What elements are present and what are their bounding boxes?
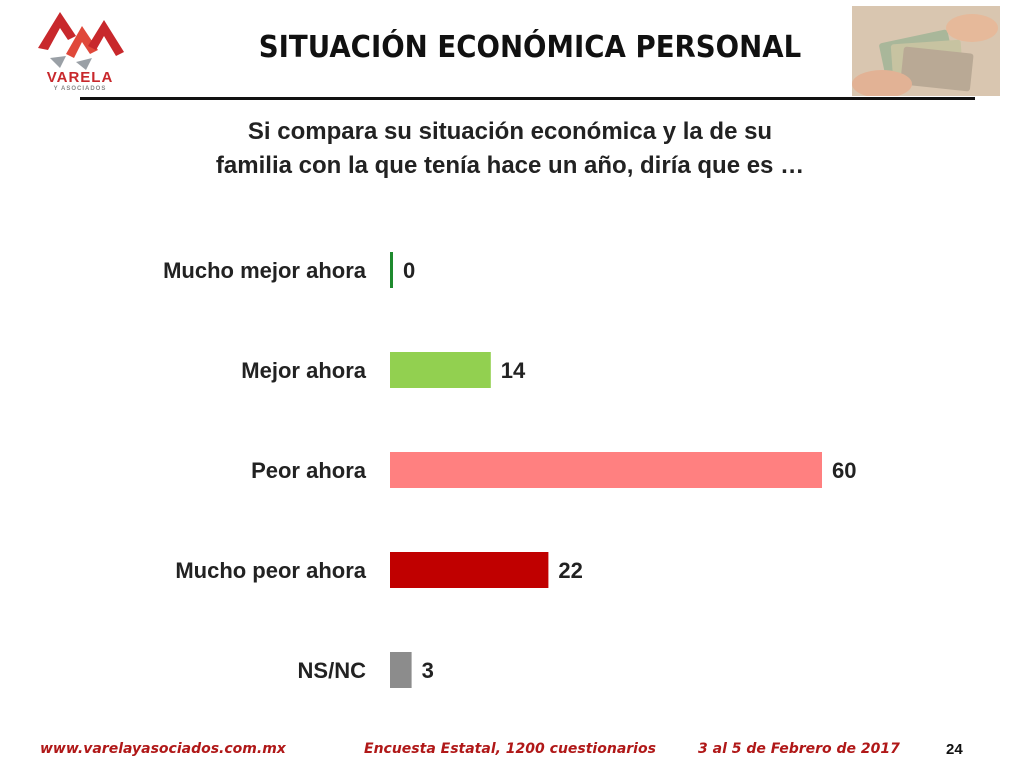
category-label: Mejor ahora [241,358,366,383]
question-line-1: Si compara su situación económica y la d… [247,118,773,145]
value-label: 22 [558,558,582,583]
bar [390,452,822,488]
value-label: 14 [501,358,526,383]
logo-text: VARELA [47,69,114,86]
value-label: 60 [832,458,856,483]
bar [390,252,393,288]
question-line-2: familia con la que tenía hace un año, di… [215,152,805,179]
value-label: 3 [422,658,434,683]
category-label: NS/NC [298,658,367,683]
page-number: 24 [946,741,963,758]
bar [390,652,412,688]
money-photo [852,6,1000,96]
bar [390,352,491,388]
footer-website: www.varelayasociados.com.mx [40,741,286,757]
category-label: Peor ahora [251,458,367,483]
category-label: Mucho mejor ahora [163,258,367,283]
logo-subtext: Y ASOCIADOS [54,86,107,92]
header-divider [80,97,975,100]
value-label: 0 [403,258,415,283]
category-label: Mucho peor ahora [175,558,366,583]
slide-title: SITUACIÓN ECONÓMICA PERSONAL [258,30,802,65]
bar [390,552,549,588]
footer-survey-info: Encuesta Estatal, 1200 cuestionarios [364,741,656,757]
bar-chart: Mucho mejor ahora 0 Mejor ahora 14 Peor ahor… [163,252,856,688]
footer-dates: 3 al 5 de Febrero de 2017 [698,741,900,757]
survey-question: Si compara su situación económica y la d… [150,115,870,183]
varela-logo: VARELA Y ASOCIADOS [38,12,124,92]
